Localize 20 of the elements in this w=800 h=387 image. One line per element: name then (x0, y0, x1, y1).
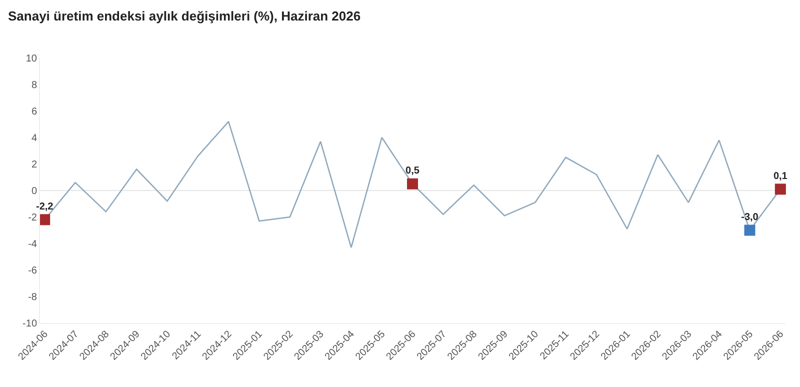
y-tick-label: 0 (31, 186, 38, 197)
y-tick-label: 4 (31, 133, 38, 144)
y-tick-label: -6 (28, 266, 38, 276)
point (774, 184, 786, 195)
y-tick-label: 6 (31, 106, 38, 118)
data-label: -3,0 (741, 212, 759, 223)
data-label: 0,1 (773, 170, 788, 182)
point (407, 178, 418, 190)
y-tick-label: 10 (26, 54, 38, 64)
y-tick-label: -8 (28, 292, 38, 303)
data-label: -2,2 (36, 201, 54, 212)
y-tick-label: 2 (31, 160, 38, 170)
point (744, 224, 756, 236)
data-label: 0,5 (406, 166, 420, 177)
y-tick-label: 8 (31, 80, 38, 91)
y-tick-label: -10 (22, 318, 38, 330)
point (39, 214, 50, 226)
y-tick-label: -2 (28, 212, 38, 224)
chart-title: Sanayi üretim endeksi aylık değişimleri (%), Haziran 2026 (8, 8, 361, 24)
y-tick-label: -4 (28, 239, 38, 250)
